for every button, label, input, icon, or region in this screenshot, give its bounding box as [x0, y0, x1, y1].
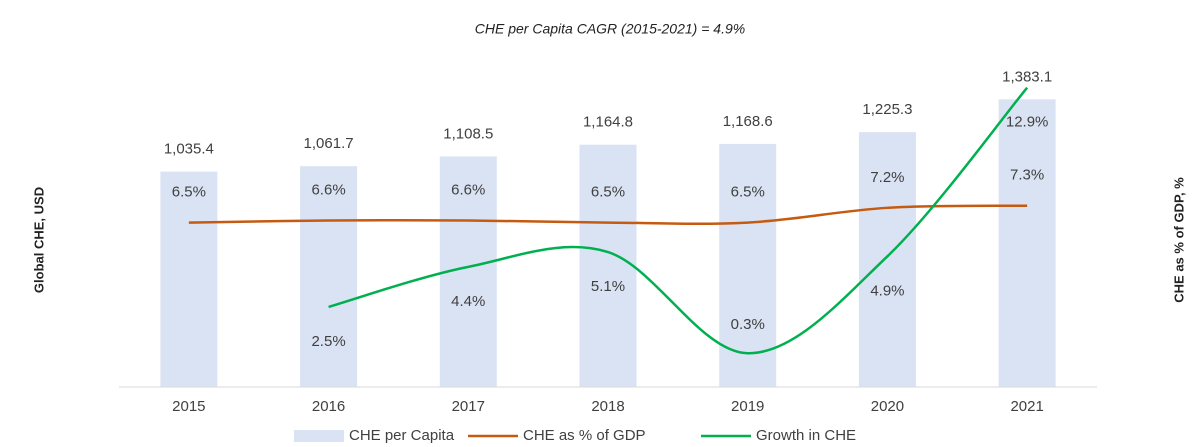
bar-value-label: 1,168.6: [723, 113, 773, 130]
line-value-label: 6.6%: [311, 181, 345, 198]
line-series: [328, 86, 1029, 355]
x-tick-label: 2016: [312, 398, 345, 415]
bar-value-label: 1,164.8: [583, 114, 633, 131]
bar: [579, 144, 637, 387]
bar: [300, 166, 358, 387]
chart-title: CHE per Capita CAGR (2015-2021) = 4.9%: [475, 21, 745, 37]
y2-axis-title: CHE as % of GDP, %: [1171, 177, 1186, 303]
line-value-label: 5.1%: [591, 278, 625, 295]
bar: [160, 171, 218, 387]
line-value-label: 7.2%: [870, 169, 904, 186]
legend-label: Growth in CHE: [756, 427, 856, 444]
bar: [998, 99, 1056, 388]
line-value-label: 6.6%: [451, 181, 485, 198]
x-tick-label: 2019: [731, 398, 764, 415]
bar-value-label: 1,108.5: [443, 125, 493, 142]
x-tick-label: 2017: [452, 398, 485, 415]
x-tick-label: 2015: [172, 398, 205, 415]
x-tick-label: 2021: [1010, 398, 1043, 415]
line-value-label: 4.4%: [451, 293, 485, 310]
line-value-label: 12.9%: [1006, 114, 1049, 131]
legend-label: CHE as % of GDP: [523, 427, 646, 444]
line-value-label: 0.3%: [731, 316, 765, 333]
bar: [858, 132, 916, 387]
line-value-label: 6.5%: [731, 184, 765, 201]
legend-swatch: [294, 430, 344, 442]
line-value-label: 6.5%: [172, 184, 206, 201]
y-axis-title: Global CHE, USD: [31, 187, 46, 293]
line-value-label: 4.9%: [870, 282, 904, 299]
x-tick-label: 2020: [871, 398, 904, 415]
bar-value-label: 1,225.3: [862, 101, 912, 118]
bar-value-label: 1,383.1: [1002, 68, 1052, 85]
x-tick-label: 2018: [591, 398, 624, 415]
line-value-label: 6.5%: [591, 184, 625, 201]
line-value-label: 2.5%: [311, 333, 345, 350]
bar-value-label: 1,035.4: [164, 141, 214, 158]
bar: [719, 143, 777, 387]
line-series: [188, 204, 1028, 225]
legend-label: CHE per Capita: [349, 427, 455, 444]
bar-value-label: 1,061.7: [304, 135, 354, 152]
line-value-label: 7.3%: [1010, 167, 1044, 184]
